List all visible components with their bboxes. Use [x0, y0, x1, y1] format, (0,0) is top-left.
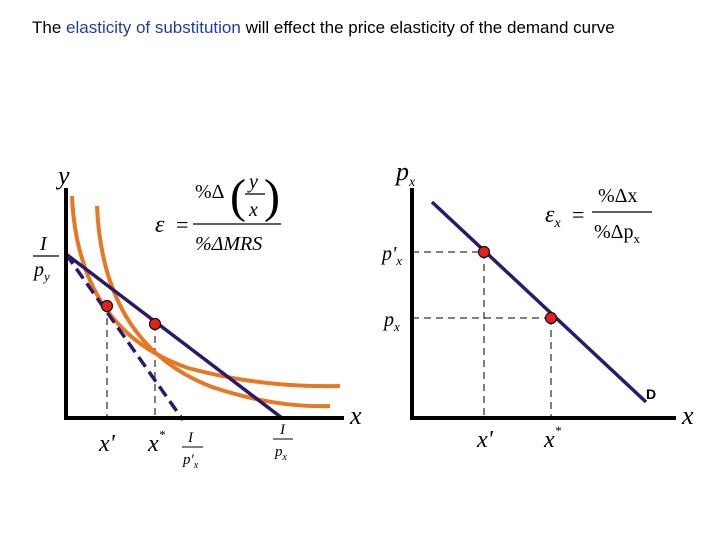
price-formula-equals: =	[572, 202, 584, 227]
demand-point-p	[544, 311, 558, 325]
formula-paren-close: )	[264, 170, 280, 223]
formula-paren-open: (	[230, 170, 246, 223]
demand-curve	[430, 200, 648, 404]
intercept-numerator: I	[39, 233, 48, 255]
price-formula-lhs: εx	[545, 202, 561, 231]
formula-inner-top: y	[247, 171, 258, 193]
tangency-point-x-prime	[100, 299, 114, 313]
formula-denominator: %ΔMRS	[195, 233, 262, 255]
price-formula-denominator: %Δpx	[594, 221, 641, 246]
tangency-point-x-star	[148, 317, 162, 331]
right-tick-label-x-prime: x'	[476, 427, 494, 453]
budget-line-original	[64, 252, 284, 420]
price-formula-numerator: %Δx	[598, 185, 638, 207]
slide-title: The elasticity of substitution will effe…	[32, 16, 672, 40]
price-elasticity-formula: εx = %Δx %Δpx	[545, 185, 652, 246]
tick-label-x-prime: x'	[98, 431, 116, 457]
budget-line-new	[64, 252, 185, 422]
indifference-curve-1	[70, 195, 341, 389]
intercept-denominator: py	[32, 259, 50, 284]
demand-point-p-prime	[477, 245, 491, 259]
elasticity-of-substitution-formula: ε = %Δ ( y x ) %ΔMRS	[155, 170, 281, 255]
left-panel: y x I py ε = %Δ ( y x ) %ΔMRS x' x* I p'…	[32, 161, 362, 471]
formula-lhs: ε	[155, 212, 165, 238]
right-tick-label-x-star: x*	[543, 423, 562, 453]
tick-label-i-over-p-den: px	[274, 444, 288, 463]
title-highlight: elasticity of substitution	[66, 18, 241, 37]
tick-label-i-over-p-prime-den: p'x	[182, 452, 199, 471]
tick-label-i-over-p-num: I	[279, 422, 286, 438]
quantity-axis-label: x	[681, 401, 694, 430]
y-axis-label: y	[55, 161, 70, 190]
title-part-2: will effect the price elasticity of the …	[240, 18, 615, 37]
tick-label-i-over-p-prime-num: I	[187, 430, 194, 446]
formula-inner-bottom: x	[248, 199, 258, 221]
indifference-curve-2	[95, 205, 331, 409]
x-axis-label-left: x	[349, 401, 362, 430]
tick-label-x-star: x*	[147, 427, 166, 457]
p-label: px	[382, 309, 400, 334]
right-panel: px x p'x px εx = %Δx %Δpx D x' x*	[380, 157, 694, 453]
price-axis-label: px	[394, 157, 416, 190]
demand-label: D	[646, 386, 656, 402]
title-part-1: The	[32, 18, 67, 37]
p-prime-label: p'x	[380, 243, 402, 268]
formula-numerator-prefix: %Δ	[195, 181, 225, 203]
formula-equals: =	[176, 212, 188, 237]
